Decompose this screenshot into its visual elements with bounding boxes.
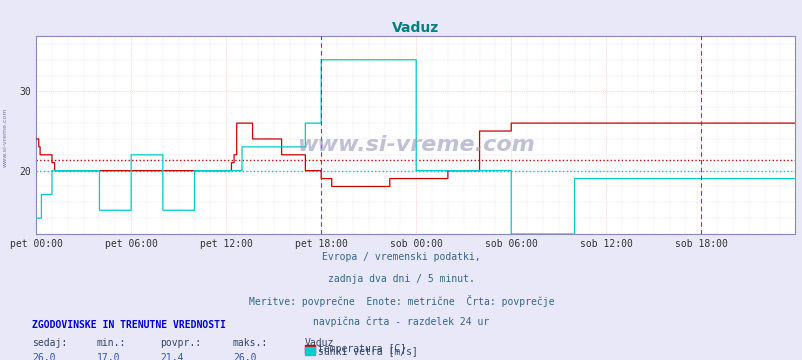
Text: ZGODOVINSKE IN TRENUTNE VREDNOSTI: ZGODOVINSKE IN TRENUTNE VREDNOSTI [32,320,225,330]
Text: zadnja dva dni / 5 minut.: zadnja dva dni / 5 minut. [328,274,474,284]
Text: povpr.:: povpr.: [160,338,201,348]
Text: Vaduz: Vaduz [305,338,334,348]
Title: Vaduz: Vaduz [391,21,439,35]
Text: Meritve: povprečne  Enote: metrične  Črta: povprečje: Meritve: povprečne Enote: metrične Črta:… [249,295,553,307]
Text: www.si-vreme.com: www.si-vreme.com [296,135,534,155]
Text: maks.:: maks.: [233,338,268,348]
Text: 26,0: 26,0 [233,353,256,360]
Text: 17,0: 17,0 [96,353,119,360]
Text: sedaj:: sedaj: [32,338,67,348]
Text: 26,0: 26,0 [32,353,55,360]
Text: min.:: min.: [96,338,126,348]
Text: Evropa / vremenski podatki,: Evropa / vremenski podatki, [322,252,480,262]
Text: navpična črta - razdelek 24 ur: navpična črta - razdelek 24 ur [313,317,489,327]
Text: temperatura [C]: temperatura [C] [318,344,406,354]
Text: sunki vetra [m/s]: sunki vetra [m/s] [318,346,417,356]
Text: 21,4: 21,4 [160,353,184,360]
Text: www.si-vreme.com: www.si-vreme.com [2,107,7,167]
